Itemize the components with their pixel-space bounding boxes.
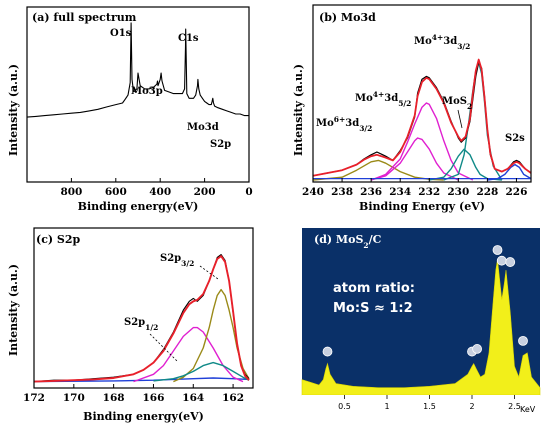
edx-tick-label: 2.5 xyxy=(508,402,521,411)
s2p-fit-line xyxy=(33,255,250,383)
panel-b-x-tick-label: 240 xyxy=(302,186,324,198)
leader-line xyxy=(457,109,463,129)
edx-peak-marker xyxy=(505,257,516,267)
panel-b-x-tick-label: 234 xyxy=(389,186,411,198)
edx-axis-strip xyxy=(302,395,540,425)
edx-tick-label: 2 xyxy=(469,402,474,411)
s2p-component-4 xyxy=(153,361,250,382)
panel-a-x-tick-label: 400 xyxy=(149,186,171,198)
s2p-component-1 xyxy=(33,377,250,383)
mo3d-component-4 xyxy=(429,148,502,181)
panel-c-label: (c) S2p xyxy=(36,233,81,246)
annot-mo4-3d32: Mo4+3d3/2 xyxy=(414,33,470,51)
annot-mo4-3d52: Mo4+3d5/2 xyxy=(355,90,411,108)
panel-b-x-tick-label: 238 xyxy=(331,186,353,198)
panel-c-x-tick-label: 162 xyxy=(222,392,244,404)
panel-b-x-tick-label: 230 xyxy=(447,186,469,198)
panel-d-label: (d) MoS2/C xyxy=(314,233,382,250)
annot-s2p12: S2p1/2 xyxy=(124,317,158,332)
panel-c-x-tick-label: 168 xyxy=(103,392,125,404)
full-spectrum-line xyxy=(26,22,249,118)
panel-b-x-tick-label: 232 xyxy=(418,186,440,198)
edx-peak-marker xyxy=(322,346,333,357)
panel-a-label: (a) full spectrum xyxy=(32,11,137,24)
panel-a-ylabel: Intensity (a.u.) xyxy=(7,64,20,156)
panel-a: 800 600 400 200 0 (a) full spectrum Binding en… xyxy=(7,6,253,213)
panel-a-x-tick-label: 200 xyxy=(194,186,216,198)
panel-b-x-tick-label: 226 xyxy=(506,186,528,198)
panel-a-x-tick-label: 600 xyxy=(105,186,127,198)
annot-mos2: MoS2 xyxy=(442,96,472,111)
panel-b-ylabel: Intensity (a.u.) xyxy=(292,64,305,156)
panel-c-x-tick-label: 172 xyxy=(23,392,45,404)
peak-label-s2p: S2p xyxy=(210,139,231,150)
panel-b-label: (b) Mo3d xyxy=(319,11,376,24)
panel-c-frame xyxy=(33,227,254,389)
mo3d-component-3 xyxy=(370,137,459,181)
annot-s2s: S2s xyxy=(505,133,525,144)
mo3d-component-6 xyxy=(487,163,532,181)
edx-tick-label: 0.5 xyxy=(338,402,351,411)
edx-tick-label: 1 xyxy=(384,402,389,411)
edx-tick-label: 1.5 xyxy=(423,402,436,411)
panel-b-xlabel: Binding Energy (eV) xyxy=(359,200,485,213)
edx-peak-marker xyxy=(518,335,528,346)
edx-unit-label: KeV xyxy=(520,405,536,414)
edx-annotation-line-2: Mo:S ≈ 1:2 xyxy=(333,301,413,316)
panel-c-x-tick-label: 164 xyxy=(182,392,204,404)
panel-a-frame xyxy=(26,6,250,183)
mo3d-component-2 xyxy=(370,102,474,181)
s2p-component-2 xyxy=(133,326,244,383)
leader-s2p32 xyxy=(199,265,219,280)
annot-s2p32: S2p3/2 xyxy=(160,253,194,268)
panel-b-x-tick-label: 228 xyxy=(476,186,498,198)
panel-c: 172 170 168 166 164 162 (c) S2p Binding energy(… xyxy=(7,227,254,423)
panel-b-x-tick-label: 236 xyxy=(360,186,382,198)
edx-peak-marker xyxy=(496,255,507,266)
peak-label-mo3d: Mo3d xyxy=(187,122,219,133)
peak-label-o1s: O1s xyxy=(110,28,132,39)
panel-a-xlabel: Binding energy(eV) xyxy=(78,200,199,213)
panel-c-x-tick-label: 166 xyxy=(142,392,164,404)
panel-c-ylabel: Intensity (a.u.) xyxy=(7,264,20,356)
mo3d-fit-line xyxy=(312,58,532,177)
edx-annotation-line-1: atom ratio: xyxy=(333,281,415,296)
panel-c-x-tick-label: 170 xyxy=(63,392,85,404)
panel-b: 240 238 236 234 232 230 228 226 (b) Mo3d Binding … xyxy=(292,4,532,213)
annot-mo6-3d32: Mo6+3d3/2 xyxy=(316,115,372,133)
panel-a-x-tick-label: 800 xyxy=(60,186,82,198)
edx-peak-marker xyxy=(492,245,503,255)
panel-c-xlabel: Binding energy(eV) xyxy=(83,410,204,423)
panel-b-frame xyxy=(312,4,532,183)
panel-d: 0.5 1 1.5 2 2.5 KeV (d) MoS2/C atom ratio: Mo:S … xyxy=(301,228,541,425)
edx-spectrum-area xyxy=(301,259,541,396)
peak-label-c1s: C1s xyxy=(178,33,199,44)
peak-label-mo3p: Mo3p xyxy=(131,86,163,97)
panel-a-x-tick-label: 0 xyxy=(245,186,252,198)
leader-s2p12 xyxy=(149,333,179,363)
edx-peak-marker xyxy=(472,344,483,354)
